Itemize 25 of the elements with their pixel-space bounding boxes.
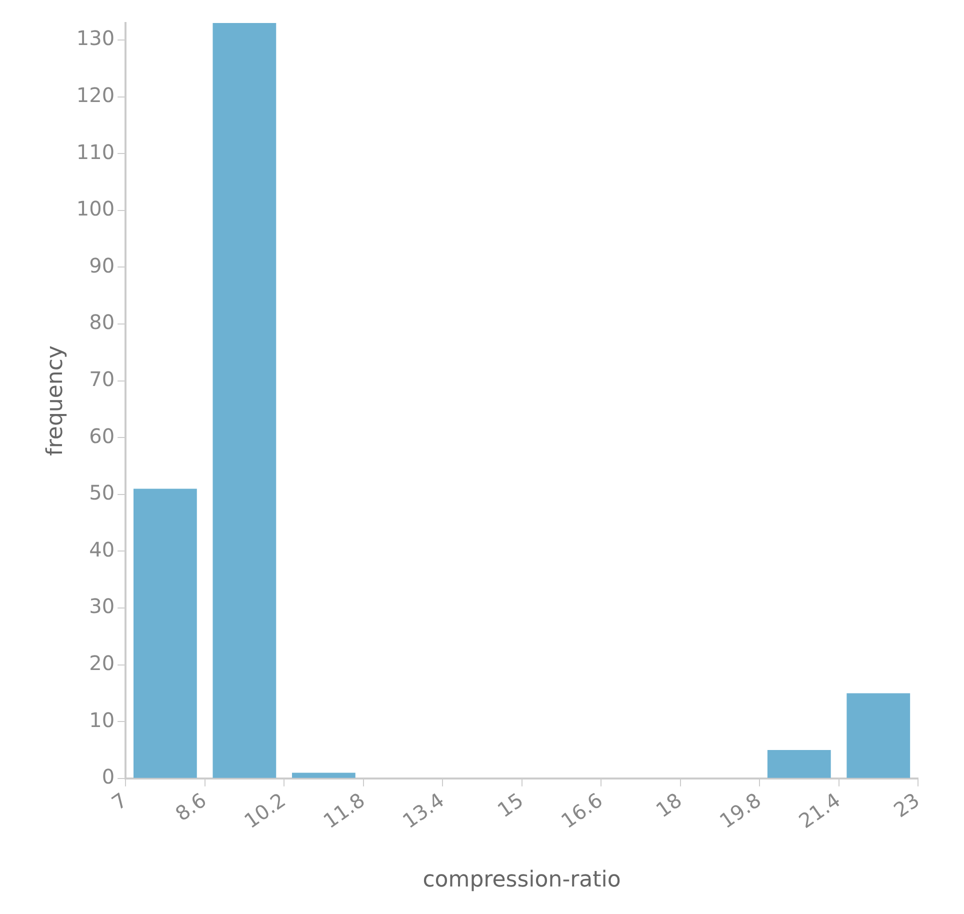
x-tick-label: 18 (652, 788, 686, 822)
x-tick-label: 15 (493, 788, 528, 822)
x-tick-label: 13.4 (398, 788, 448, 834)
y-tick-label: 90 (89, 253, 115, 278)
y-tick-label: 120 (76, 83, 115, 108)
x-axis-title: compression-ratio (422, 868, 621, 893)
x-tick-label: 7 (107, 788, 132, 815)
y-axis-title: frequency (42, 346, 68, 456)
y-tick-label: 110 (76, 140, 115, 164)
y-tick-label: 80 (89, 310, 115, 334)
x-tick-label: 8.6 (170, 788, 211, 826)
y-tick-label: 130 (76, 26, 115, 50)
y-tick-label: 30 (89, 594, 115, 618)
y-tick-label: 70 (89, 367, 115, 392)
x-tick-label: 10.2 (240, 788, 290, 834)
x-tick-label: 19.8 (715, 788, 766, 834)
y-tick-label: 0 (102, 764, 115, 789)
x-tick-label: 23 (889, 788, 924, 822)
y-tick-label: 60 (89, 424, 115, 448)
y-tick-label: 20 (89, 651, 115, 676)
x-tick-label: 11.8 (318, 788, 370, 834)
y-tick-label: 100 (76, 196, 115, 221)
y-tick-label: 40 (89, 537, 115, 562)
y-tick-label: 10 (89, 708, 115, 732)
y-tick-label: 50 (89, 480, 115, 505)
